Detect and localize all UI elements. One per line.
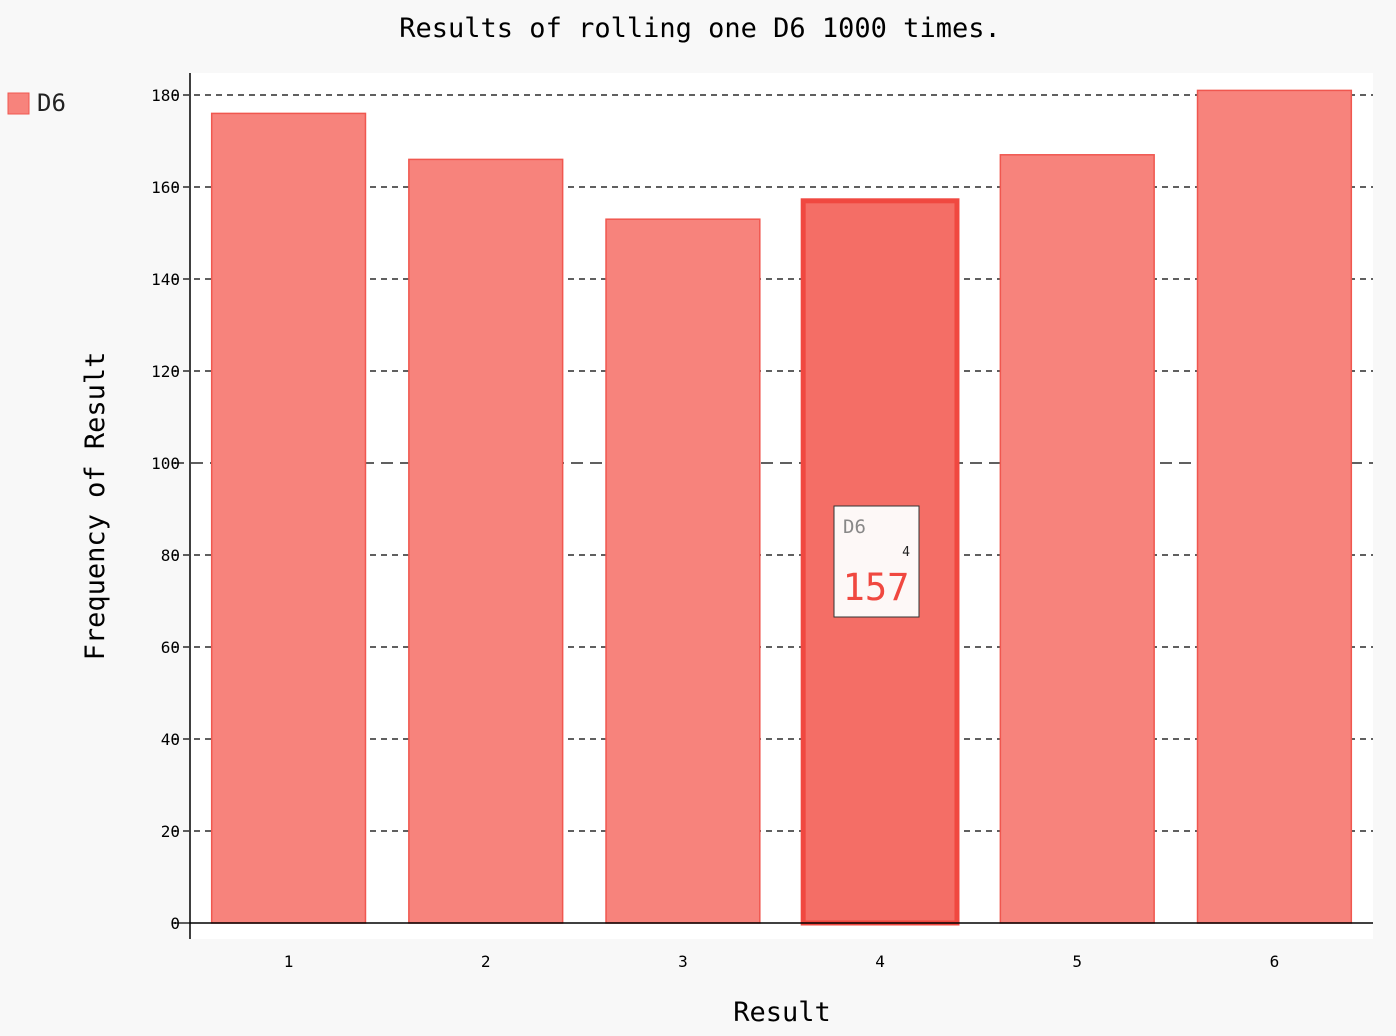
legend-label: D6 — [37, 89, 66, 117]
x-tick-label: 5 — [1072, 952, 1082, 971]
chart-title: Results of rolling one D6 1000 times. — [399, 13, 1000, 44]
y-tick-label: 160 — [151, 178, 180, 197]
y-tick-label: 140 — [151, 270, 180, 289]
y-tick-label: 80 — [161, 546, 180, 565]
x-tick-label: 1 — [284, 952, 294, 971]
y-tick-label: 20 — [161, 822, 180, 841]
tooltip-box — [833, 505, 920, 618]
y-tick-labels: 0 20 40 60 80 100 120 140 160 180 — [151, 86, 180, 933]
y-axis-title: Frequency of Result — [80, 352, 111, 661]
x-tick-label: 4 — [875, 952, 885, 971]
y-tick-label: 40 — [161, 730, 180, 749]
bar-6[interactable] — [1196, 89, 1353, 924]
legend[interactable]: D6 — [7, 89, 66, 117]
bar-5[interactable] — [999, 154, 1155, 924]
bar-3[interactable] — [605, 218, 761, 924]
bar-2[interactable] — [408, 158, 564, 924]
y-tick-label: 0 — [170, 914, 180, 933]
bar-1[interactable] — [210, 112, 367, 924]
tooltip-value: 157 — [843, 566, 910, 609]
y-tick-label: 60 — [161, 638, 180, 657]
x-axis-title: Result — [733, 997, 831, 1028]
tooltip-series: D6 — [843, 516, 866, 538]
plot-area — [190, 73, 1373, 939]
x-tick-label: 6 — [1270, 952, 1280, 971]
tooltip: D6 4 157 — [833, 505, 920, 618]
y-tick-label: 180 — [151, 86, 180, 105]
x-tick-label: 3 — [678, 952, 688, 971]
gridlines — [172, 94, 1373, 924]
y-tick-label: 100 — [151, 454, 180, 473]
tooltip-x-label: 4 — [902, 545, 910, 560]
x-tick-labels: 1 2 3 4 5 6 — [284, 952, 1279, 971]
y-tick-label: 120 — [151, 362, 180, 381]
legend-swatch — [7, 92, 30, 115]
x-tick-label: 2 — [481, 952, 491, 971]
